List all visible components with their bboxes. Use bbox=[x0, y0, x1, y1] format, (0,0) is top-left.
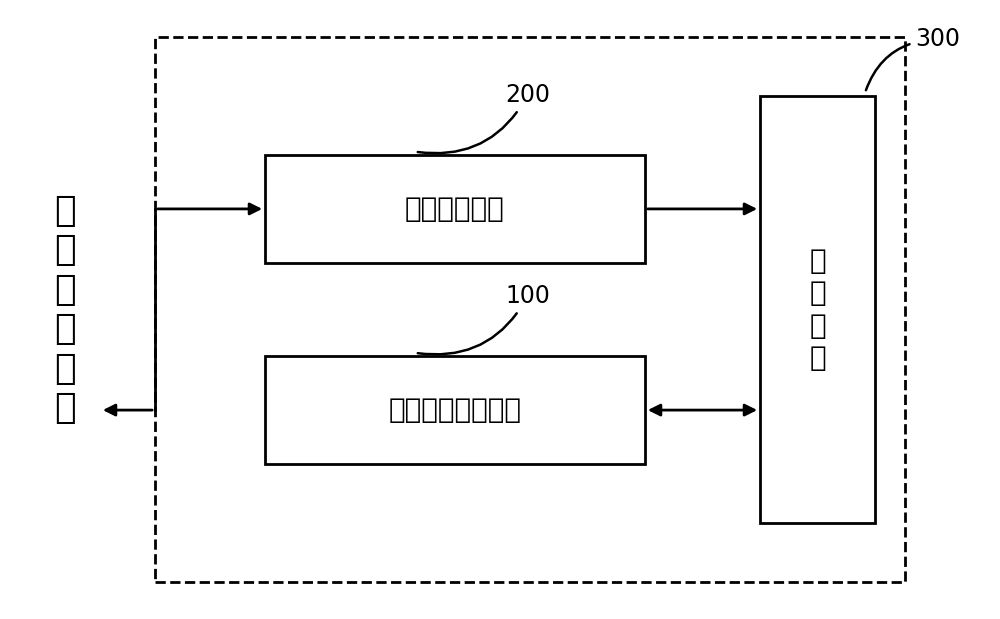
Text: 300: 300 bbox=[866, 27, 960, 90]
Text: 检测电压输出模块: 检测电压输出模块 bbox=[388, 396, 522, 424]
Text: 200: 200 bbox=[418, 83, 550, 154]
Text: 控
制
模
块: 控 制 模 块 bbox=[809, 247, 826, 372]
Bar bbox=[265, 155, 645, 263]
Bar bbox=[265, 356, 645, 464]
Text: 100: 100 bbox=[418, 284, 550, 355]
Text: 待
测
配
电
线
路: 待 测 配 电 线 路 bbox=[54, 194, 76, 425]
Text: 电流采样模块: 电流采样模块 bbox=[405, 195, 505, 223]
Bar bbox=[155, 37, 905, 582]
Bar bbox=[760, 96, 875, 523]
